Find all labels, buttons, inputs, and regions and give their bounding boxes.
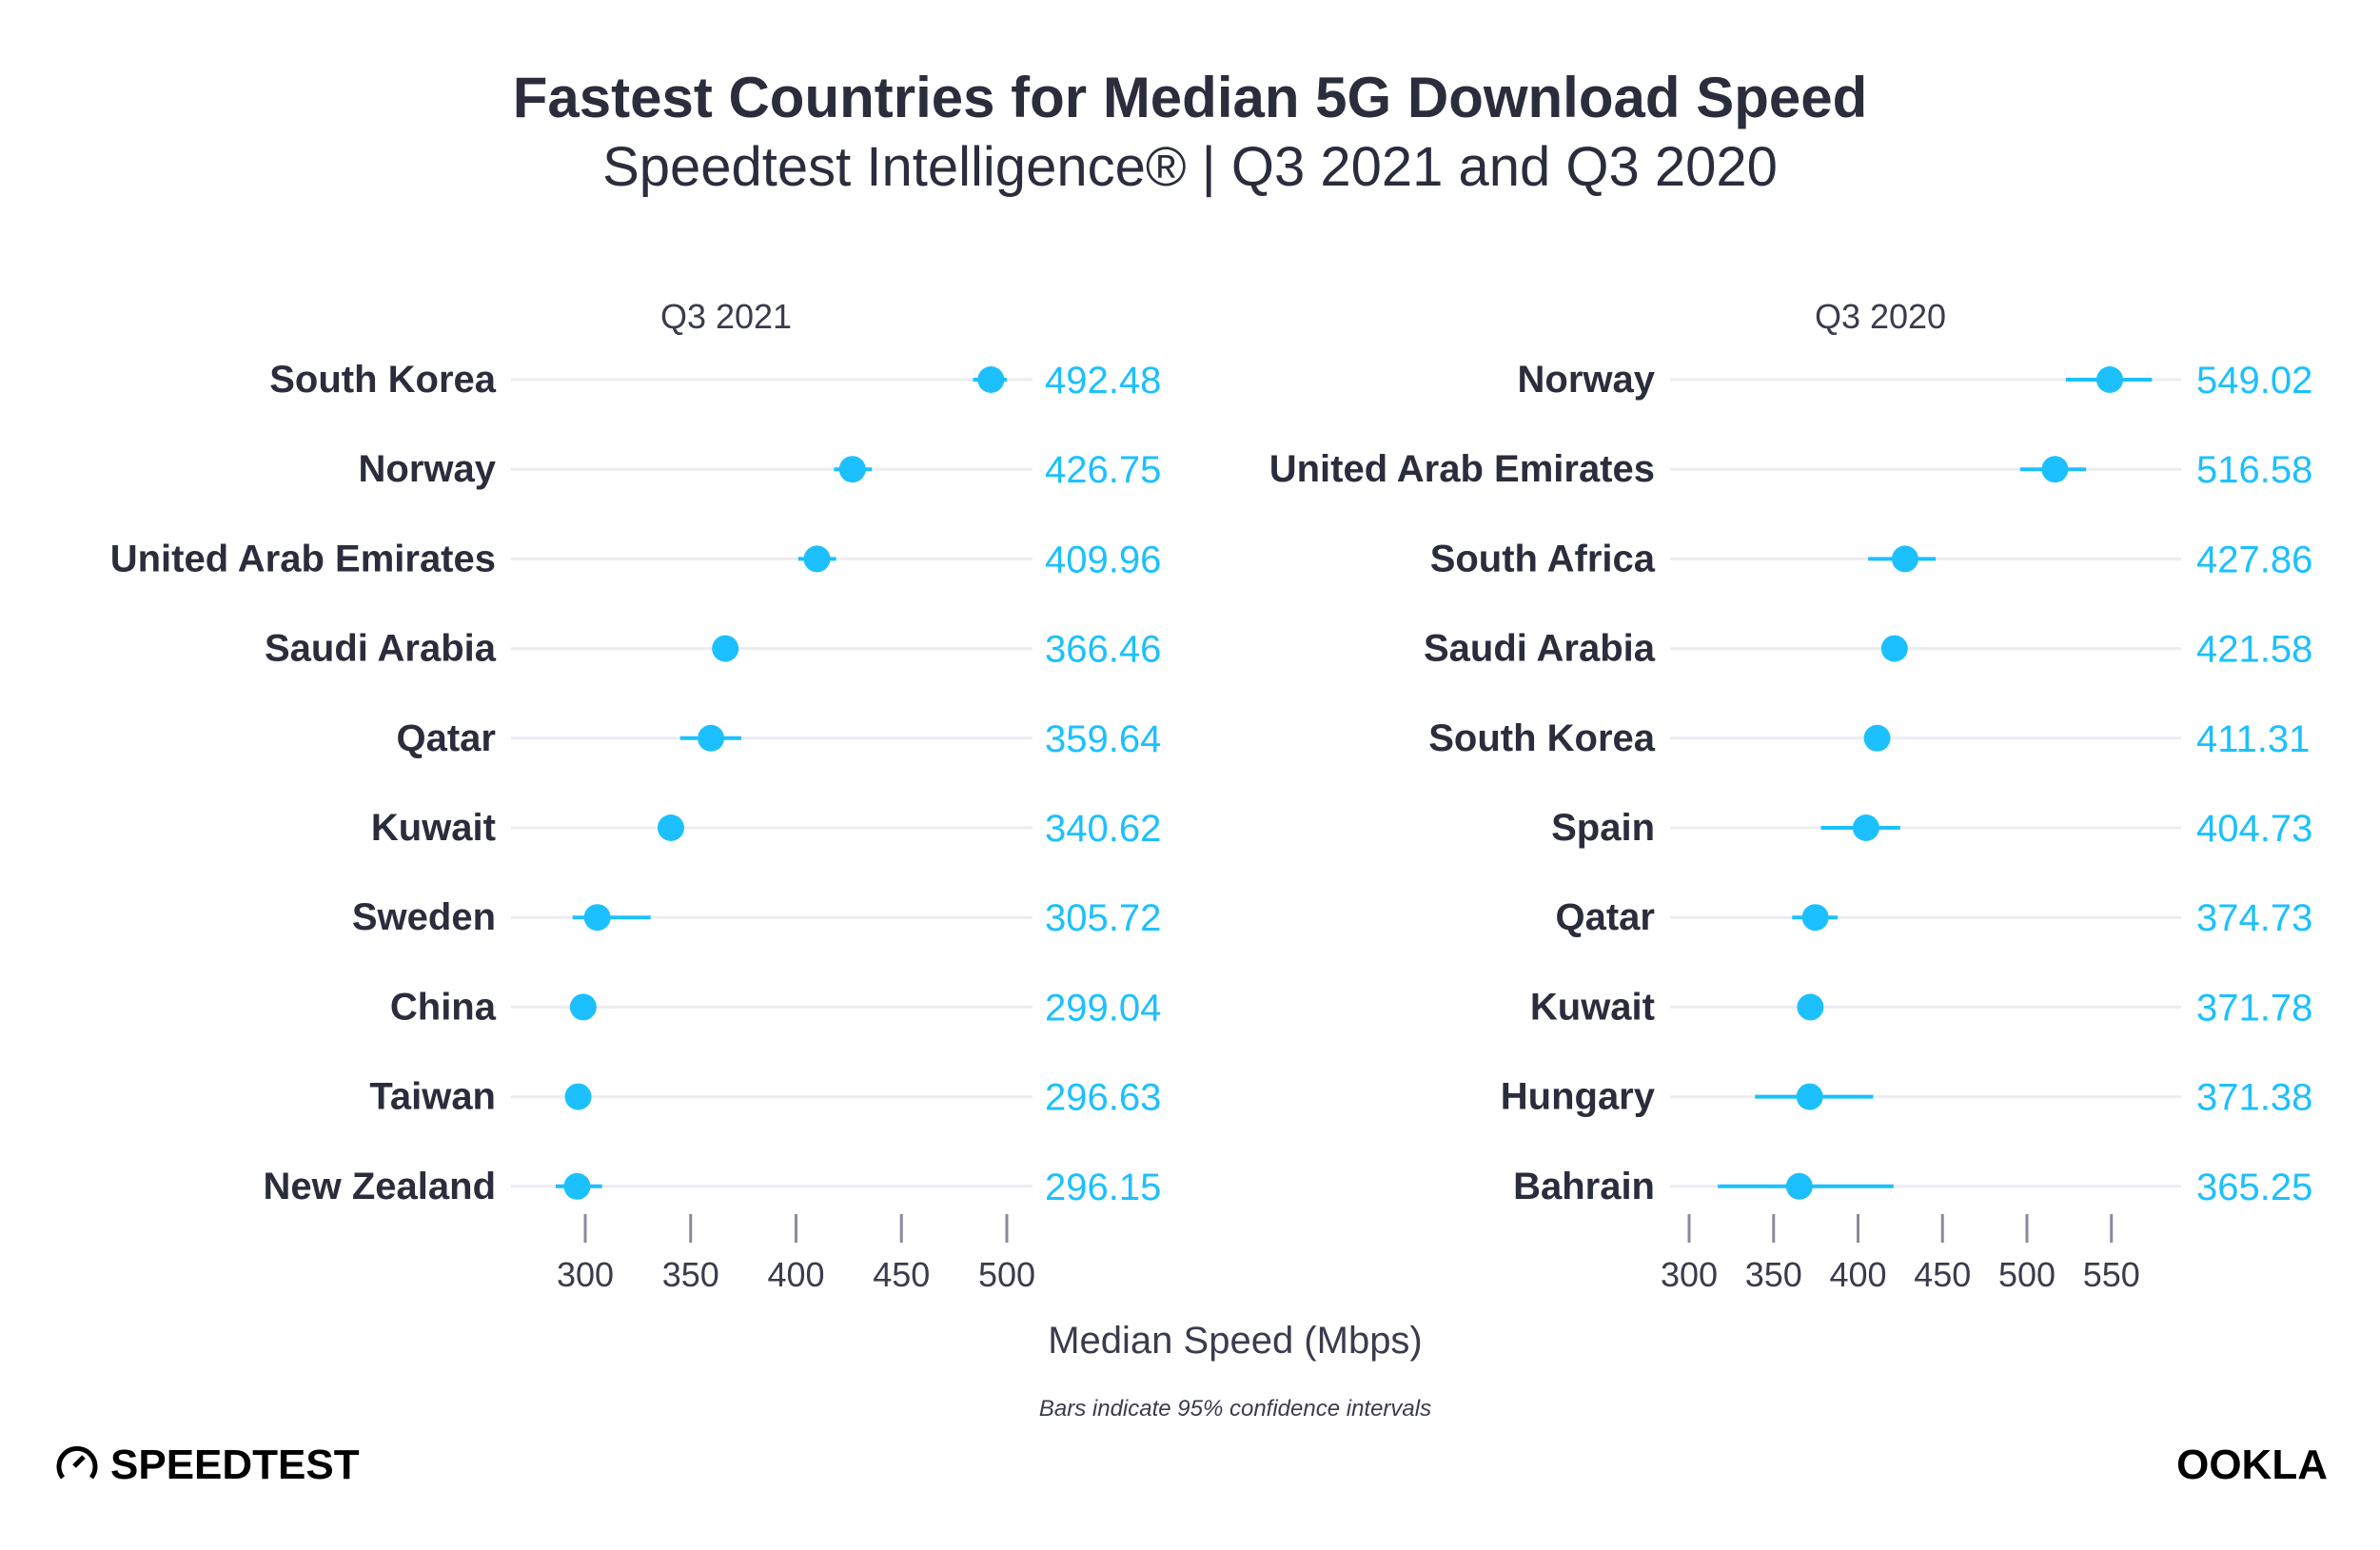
category-label: Hungary <box>1501 1076 1656 1118</box>
data-point <box>803 545 831 573</box>
category-label: South Africa <box>1430 538 1656 579</box>
category-label: Saudi Arabia <box>1424 628 1656 670</box>
value-label: 421.58 <box>2196 629 2312 671</box>
x-tick-label: 350 <box>1745 1255 1802 1294</box>
category-label: Qatar <box>397 717 497 759</box>
x-tick-label: 350 <box>662 1255 719 1294</box>
data-point <box>1880 635 1908 662</box>
x-tick-label: 300 <box>1661 1255 1718 1294</box>
data-point <box>2096 366 2124 393</box>
data-point <box>564 1083 592 1110</box>
category-label: Norway <box>1518 359 1656 401</box>
data-point <box>698 724 725 752</box>
speedometer-icon <box>56 1445 98 1480</box>
value-label: 299.04 <box>1045 987 1161 1029</box>
x-tick-label: 400 <box>767 1255 824 1294</box>
category-label: Kuwait <box>1530 986 1655 1028</box>
chart-subtitle: Speedtest Intelligence® | Q3 2021 and Q3… <box>602 136 1778 198</box>
category-label: Qatar <box>1556 896 1656 938</box>
category-label: China <box>390 986 497 1028</box>
data-point <box>1797 993 1824 1021</box>
value-label: 492.48 <box>1045 360 1161 402</box>
category-label: Kuwait <box>371 807 496 849</box>
x-tick-label: 450 <box>873 1255 930 1294</box>
value-label: 305.72 <box>1045 897 1161 939</box>
data-point <box>977 366 1005 393</box>
value-label: 371.78 <box>2196 987 2312 1029</box>
value-label: 371.38 <box>2196 1077 2312 1119</box>
category-label: South Korea <box>1428 717 1656 759</box>
value-label: 426.75 <box>1045 449 1161 491</box>
data-point <box>1785 1172 1813 1200</box>
data-point <box>1863 724 1891 752</box>
value-label: 296.63 <box>1045 1077 1161 1119</box>
panel-title: Q3 2021 <box>660 297 792 336</box>
x-tick-label: 300 <box>557 1255 614 1294</box>
value-label: 549.02 <box>2196 360 2312 402</box>
speedtest-logo: SPEEDTEST <box>56 1442 360 1488</box>
x-tick-label: 550 <box>2083 1255 2140 1294</box>
value-label: 365.25 <box>2196 1167 2312 1208</box>
data-point <box>2041 456 2069 483</box>
data-point <box>1801 904 1829 932</box>
data-point <box>712 635 739 662</box>
data-point <box>563 1172 591 1200</box>
value-label: 366.46 <box>1045 629 1161 671</box>
category-label: Bahrain <box>1513 1166 1655 1207</box>
value-label: 516.58 <box>2196 449 2312 491</box>
value-label: 374.73 <box>2196 897 2312 939</box>
data-point <box>657 814 684 841</box>
value-label: 411.31 <box>2196 718 2310 760</box>
category-label: United Arab Emirates <box>1269 448 1655 490</box>
value-label: 296.15 <box>1045 1167 1161 1208</box>
ookla-logo: OOKLA <box>2176 1442 2328 1488</box>
category-label: South Korea <box>269 359 497 401</box>
footnote: Bars indicate 95% confidence intervals <box>1039 1396 1431 1422</box>
category-label: New Zealand <box>263 1166 496 1207</box>
panel-title: Q3 2020 <box>1815 297 1946 336</box>
x-tick-label: 400 <box>1829 1255 1886 1294</box>
category-label: Taiwan <box>369 1076 496 1118</box>
value-label: 427.86 <box>2196 539 2312 580</box>
value-label: 340.62 <box>1045 808 1161 850</box>
chart-title: Fastest Countries for Median 5G Download… <box>512 66 1868 129</box>
x-tick-label: 500 <box>1998 1255 2055 1294</box>
data-point <box>838 456 866 483</box>
category-label: Norway <box>359 448 497 490</box>
category-label: United Arab Emirates <box>110 538 496 579</box>
data-point <box>1891 545 1918 573</box>
value-label: 404.73 <box>2196 808 2312 850</box>
data-point <box>583 904 611 932</box>
value-label: 409.96 <box>1045 539 1161 580</box>
data-point <box>1796 1083 1823 1110</box>
speedtest-logo-text: SPEEDTEST <box>110 1442 360 1488</box>
category-label: Sweden <box>352 896 496 938</box>
x-axis-label: Median Speed (Mbps) <box>1048 1320 1423 1362</box>
x-tick-label: 500 <box>978 1255 1035 1294</box>
x-tick-label: 450 <box>1914 1255 1971 1294</box>
category-label: Spain <box>1551 807 1655 849</box>
data-point <box>1852 814 1879 841</box>
value-label: 359.64 <box>1045 718 1161 760</box>
category-label: Saudi Arabia <box>265 628 497 670</box>
data-point <box>569 993 597 1021</box>
